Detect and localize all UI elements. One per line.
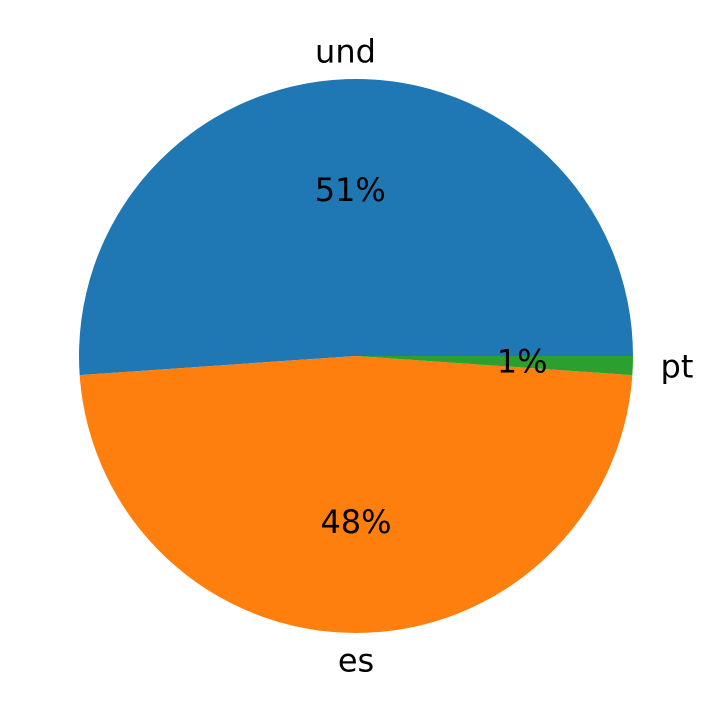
- slice-percent-pt: 1%: [497, 343, 548, 381]
- slice-label-es: es: [338, 642, 374, 680]
- slice-label-und: und: [315, 32, 376, 70]
- slice-percent-und: 51%: [315, 171, 386, 209]
- slice-percent-es: 48%: [320, 503, 391, 541]
- pie-labels: und 51% es 48% pt 1%: [315, 32, 694, 679]
- pie-slice-pt: [356, 356, 633, 376]
- pie-slice-es: [79, 356, 633, 634]
- slice-label-pt: pt: [661, 348, 694, 386]
- pie-slices: [78, 78, 634, 634]
- pie-slice-und: [78, 78, 634, 376]
